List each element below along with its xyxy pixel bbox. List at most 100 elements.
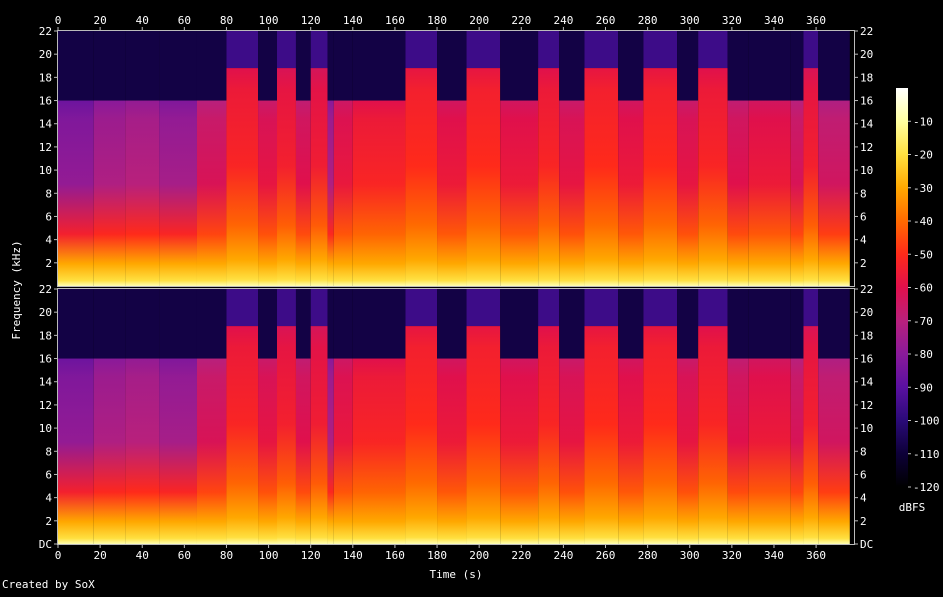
channel-1-panel [58,31,854,286]
spectrum-segment-28 [818,358,850,544]
x-tick-label: 100 [259,549,279,562]
x-tick-label-top: 240 [553,14,573,27]
x-tick-label-top: 360 [806,14,826,27]
x-tick-label-top: 160 [385,14,405,27]
high-band-26 [790,31,804,101]
y-tick-label-right: 18 [860,71,873,84]
spectrum-segment-21 [643,68,678,286]
y-tick-label-right: 20 [860,306,873,319]
x-tick-label-top: 140 [343,14,363,27]
high-band-25 [748,289,791,359]
high-band-18 [559,31,585,101]
high-band-2 [125,31,160,101]
spectrum-segment-24 [727,100,749,286]
y-tick-label-right: 8 [860,187,867,200]
colorbar-tick-label: -60 [913,282,933,295]
x-tick-label: 0 [55,549,62,562]
y-tick-label-right: 18 [860,329,873,342]
x-tick-label-top: 200 [469,14,489,27]
spectrum-segment-22 [677,100,699,286]
spectrum-segment-10 [327,358,334,544]
y-tick-label: DC [39,538,52,551]
y-tick-label: 22 [39,25,52,38]
high-band-27 [803,289,819,327]
high-band-21 [643,289,678,327]
high-band-7 [277,31,296,69]
x-tick-label: 20 [93,549,106,562]
y-tick-label-right: 20 [860,48,873,61]
x-tick-label-top: 120 [301,14,321,27]
x-tick-label: 200 [469,549,489,562]
colorbar-tick-label: -40 [913,215,933,228]
channel-2-frame [57,288,855,545]
spectrum-segment-25 [748,100,791,286]
y-tick-label: 12 [39,141,52,154]
x-tick-label-top: 220 [511,14,531,27]
y-tick-label-right: 8 [860,445,867,458]
x-tick-label-top: 260 [596,14,616,27]
x-tick-label-top: 340 [764,14,784,27]
high-band-17 [538,289,560,327]
colorbar-label: dBFS [899,501,926,514]
spectrum-segment-17 [538,326,560,544]
x-axis-label: Time (s) [430,568,483,581]
y-tick-label: 10 [39,422,52,435]
high-band-19 [584,31,619,69]
x-tick-label: 320 [722,549,742,562]
spectrum-segment-20 [618,358,644,544]
y-tick-label-right: 6 [860,210,867,223]
spectrum-segment-12 [352,358,406,544]
high-band-26 [790,289,804,359]
high-band-5 [226,289,259,327]
x-tick-label-top: 300 [680,14,700,27]
high-band-13 [405,31,438,69]
y-tick-label: 6 [45,468,52,481]
high-band-1 [93,31,126,101]
high-band-12 [352,31,406,101]
x-tick-label: 60 [178,549,191,562]
y-tick-label: 22 [39,283,52,296]
y-tick-label-right: 16 [860,353,873,366]
spectrum-segment-12 [352,100,406,286]
spectrum-segment-4 [196,358,227,544]
spectrum-segment-14 [437,358,467,544]
spectrum-segment-26 [790,358,804,544]
high-band-4 [196,289,227,359]
spectrum-segment-21 [643,326,678,544]
y-tick-label: 20 [39,48,52,61]
high-band-23 [698,289,728,327]
y-tick-label-right: 22 [860,25,873,38]
spectrum-segment-7 [277,68,296,286]
y-tick-label-right: 2 [860,515,867,528]
high-band-23 [698,31,728,69]
high-band-28 [818,31,850,101]
high-band-24 [727,31,749,101]
spectrum-segment-20 [618,100,644,286]
x-tick-label: 40 [136,549,149,562]
x-tick-label: 340 [764,549,784,562]
x-tick-label-top: 0 [55,14,62,27]
high-band-9 [310,31,328,69]
y-tick-label: 2 [45,257,52,270]
high-band-22 [677,31,699,101]
x-tick-label-top: 280 [638,14,658,27]
spectrum-segment-1 [93,358,126,544]
y-tick-label: 16 [39,353,52,366]
x-tick-label-top: 60 [178,14,191,27]
y-tick-label: 18 [39,71,52,84]
colorbar-tick-label: -90 [913,381,933,394]
high-band-11 [333,31,353,101]
spectrum-segment-18 [559,100,585,286]
y-tick-label: 4 [45,234,52,247]
spectrum-segment-23 [698,326,728,544]
y-tick-label: 2 [45,515,52,528]
y-tick-label: 14 [39,376,53,389]
spectrum-segment-18 [559,358,585,544]
spectrum-segment-22 [677,358,699,544]
spectrum-segment-16 [500,358,539,544]
spectrum-segment-24 [727,358,749,544]
y-tick-label: 8 [45,445,52,458]
colorbar-tick-label: -20 [913,149,933,162]
channel-1-frame [57,30,855,287]
spectrum-segment-17 [538,68,560,286]
